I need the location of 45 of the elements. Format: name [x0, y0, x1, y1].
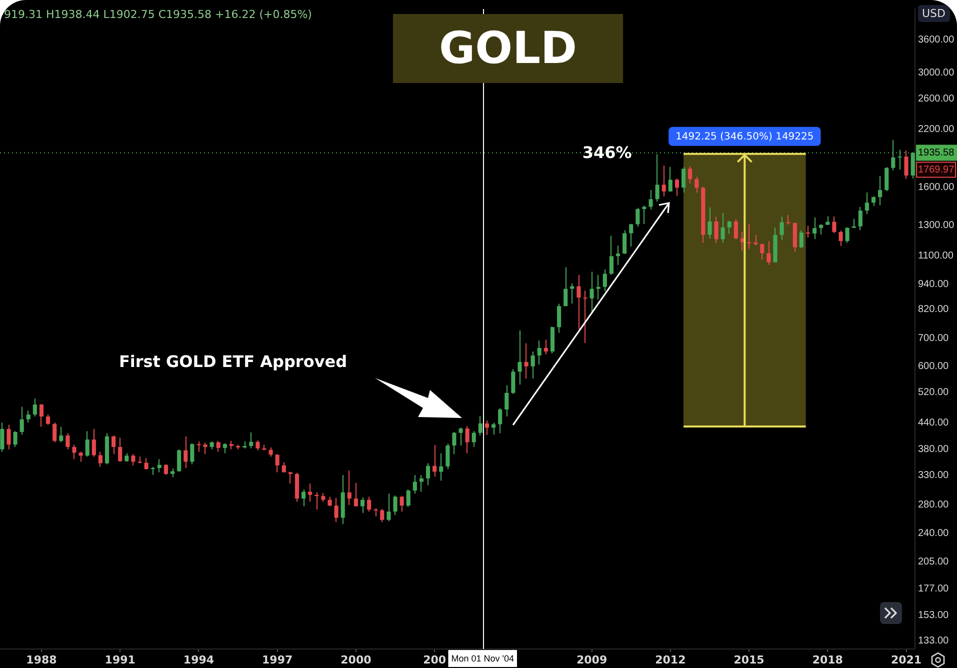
- x-tick-label: 2009: [576, 653, 608, 666]
- y-tick-label: 1300.00: [918, 220, 955, 231]
- y-tick-label: 3600.00: [918, 34, 955, 46]
- x-tick-label: 200: [423, 653, 446, 666]
- annotation: First GOLD ETF Approved: [118, 352, 348, 372]
- y-tick-label: 205.00: [918, 556, 950, 568]
- y-tick-label: 3000.00: [918, 68, 955, 79]
- x-tick-label: 1988: [26, 653, 57, 666]
- x-tick-label: 2021: [890, 653, 922, 666]
- y-tick-label: 700.00: [918, 332, 950, 344]
- ref-line-label: Mon 01 Nov '04: [451, 653, 514, 664]
- y-tick-label: 330.00: [918, 470, 950, 481]
- x-tick-label: 1997: [262, 653, 293, 666]
- annotation: 919.31 H1938.44 L1902.75 C1935.58 +16.22 (+0.85%): [4, 8, 312, 21]
- y-tick-label: 2600.00: [918, 94, 955, 105]
- y-axis-title: USD: [918, 5, 950, 22]
- y-tick-label: 2200.00: [918, 124, 955, 136]
- y-tick-label: 600.00: [918, 360, 950, 372]
- chart-title: GOLD: [393, 14, 623, 83]
- y-tick-label: 520.00: [918, 386, 950, 398]
- y-tick-label: 133.00: [918, 635, 950, 646]
- annotation: 346%: [582, 143, 632, 162]
- y-tick-label: 380.00: [918, 444, 950, 456]
- y-tick-label: 820.00: [918, 304, 950, 315]
- candlestick: [374, 508, 378, 516]
- candlestick: [747, 224, 752, 249]
- text: 1769.97: [918, 164, 955, 176]
- y-tick-label: 440.00: [918, 417, 950, 428]
- x-tick-label: 2012: [655, 653, 686, 666]
- y-tick-label: 940.00: [918, 279, 950, 290]
- ref-line-label: 1935.58: [918, 147, 955, 158]
- x-tick-label: 1991: [104, 653, 136, 666]
- y-tick-label: 153.00: [918, 610, 950, 621]
- y-tick-label: 177.00: [918, 583, 950, 594]
- x-tick-label: 2015: [734, 653, 764, 666]
- y-tick-label: 240.00: [918, 528, 950, 539]
- candlestick: [583, 290, 588, 344]
- x-tick-label: 1994: [183, 653, 214, 666]
- y-tick-label: 280.00: [918, 500, 950, 511]
- y-tick-label: 1600.00: [918, 182, 955, 194]
- x-tick-label: 2018: [812, 653, 843, 666]
- y-tick-label: 1100.00: [918, 250, 954, 262]
- annotation: 1492.25 (346.50%) 149225: [676, 132, 814, 143]
- candlestick: [596, 274, 600, 300]
- x-tick-label: 2000: [340, 653, 372, 666]
